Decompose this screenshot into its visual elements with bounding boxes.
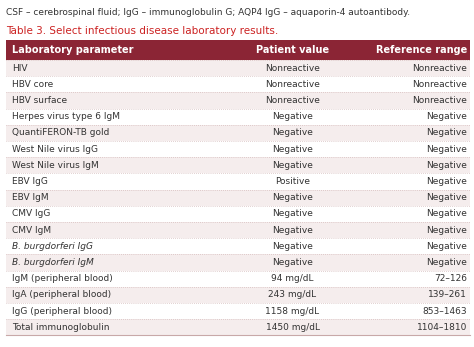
Text: EBV IgM: EBV IgM [12,193,49,202]
Text: Positive: Positive [275,177,310,186]
FancyBboxPatch shape [6,238,470,254]
FancyBboxPatch shape [6,109,470,125]
FancyBboxPatch shape [6,76,470,92]
FancyBboxPatch shape [6,319,470,336]
Text: CSF – cerebrospinal fluid; IgG – immunoglobulin G; AQP4 IgG – aquaporin-4 autoan: CSF – cerebrospinal fluid; IgG – immunog… [6,8,410,17]
Text: HIV: HIV [12,64,27,73]
Text: Nonreactive: Nonreactive [412,80,467,89]
Text: Negative: Negative [426,161,467,170]
Text: Negative: Negative [272,128,313,137]
Text: Negative: Negative [272,258,313,267]
Text: Negative: Negative [426,193,467,202]
FancyBboxPatch shape [6,222,470,238]
FancyBboxPatch shape [6,303,470,319]
FancyBboxPatch shape [6,271,470,287]
Text: Negative: Negative [272,112,313,121]
Text: HBV core: HBV core [12,80,53,89]
Text: 1104–1810: 1104–1810 [417,323,467,332]
Text: Nonreactive: Nonreactive [412,64,467,73]
Text: Table 3. Select infectious disease laboratory results.: Table 3. Select infectious disease labor… [6,26,278,36]
Text: Negative: Negative [426,209,467,218]
Text: 1158 mg/dL: 1158 mg/dL [265,307,319,316]
Text: Reference range: Reference range [376,45,467,55]
Text: Nonreactive: Nonreactive [265,80,320,89]
Text: West Nile virus IgM: West Nile virus IgM [12,161,99,170]
Text: Nonreactive: Nonreactive [412,96,467,105]
FancyBboxPatch shape [6,254,470,271]
Text: IgA (peripheral blood): IgA (peripheral blood) [12,290,111,299]
Text: West Nile virus IgG: West Nile virus IgG [12,145,98,154]
Text: Negative: Negative [272,209,313,218]
Text: Nonreactive: Nonreactive [265,96,320,105]
Text: Negative: Negative [426,242,467,251]
FancyBboxPatch shape [6,157,470,174]
FancyBboxPatch shape [6,125,470,141]
FancyBboxPatch shape [6,287,470,303]
Text: Negative: Negative [426,258,467,267]
Text: Negative: Negative [272,242,313,251]
FancyBboxPatch shape [6,60,470,76]
Text: Nonreactive: Nonreactive [265,64,320,73]
Text: 94 mg/dL: 94 mg/dL [271,274,314,283]
FancyBboxPatch shape [6,206,470,222]
Text: 72–126: 72–126 [434,274,467,283]
Text: IgM (peripheral blood): IgM (peripheral blood) [12,274,113,283]
Text: 1450 mg/dL: 1450 mg/dL [265,323,319,332]
Text: 139–261: 139–261 [428,290,467,299]
Text: Negative: Negative [426,128,467,137]
Text: Herpes virus type 6 IgM: Herpes virus type 6 IgM [12,112,120,121]
FancyBboxPatch shape [6,40,470,60]
FancyBboxPatch shape [6,141,470,157]
Text: Patient value: Patient value [256,45,329,55]
Text: 243 mg/dL: 243 mg/dL [268,290,317,299]
Text: Negative: Negative [426,226,467,235]
Text: Negative: Negative [426,177,467,186]
Text: EBV IgG: EBV IgG [12,177,48,186]
Text: 853–1463: 853–1463 [422,307,467,316]
Text: B. burgdorferi IgM: B. burgdorferi IgM [12,258,94,267]
Text: Laboratory parameter: Laboratory parameter [12,45,134,55]
Text: B. burgdorferi IgG: B. burgdorferi IgG [12,242,93,251]
Text: Negative: Negative [272,145,313,154]
Text: IgG (peripheral blood): IgG (peripheral blood) [12,307,112,316]
FancyBboxPatch shape [6,189,470,206]
Text: Negative: Negative [426,145,467,154]
Text: Negative: Negative [272,193,313,202]
Text: Negative: Negative [426,112,467,121]
FancyBboxPatch shape [6,92,470,109]
Text: CMV IgG: CMV IgG [12,209,50,218]
Text: HBV surface: HBV surface [12,96,67,105]
Text: CMV IgM: CMV IgM [12,226,51,235]
Text: Negative: Negative [272,226,313,235]
Text: QuantiFERON-TB gold: QuantiFERON-TB gold [12,128,109,137]
FancyBboxPatch shape [6,174,470,189]
Text: Total immunoglobulin: Total immunoglobulin [12,323,109,332]
Text: Negative: Negative [272,161,313,170]
